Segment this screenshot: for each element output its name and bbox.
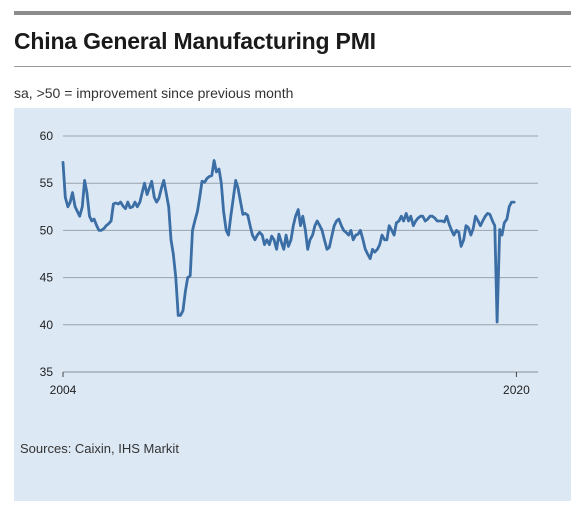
y-tick-label-50: 50 xyxy=(40,223,54,237)
pmi-line-chart: 35 40 45 50 55 60 2004 2020 xyxy=(40,129,538,397)
y-tick-labels: 35 40 45 50 55 60 xyxy=(40,129,54,379)
top-rule xyxy=(14,11,571,15)
y-tick-label-40: 40 xyxy=(40,318,54,332)
y-tick-label-60: 60 xyxy=(40,129,54,143)
source-note: Sources: Caixin, IHS Markit xyxy=(20,441,179,456)
title-rule xyxy=(14,66,571,67)
x-tick-label-0: 2004 xyxy=(50,383,77,397)
series-group xyxy=(61,159,516,324)
chart-subtitle: sa, >50 = improvement since previous mon… xyxy=(14,85,294,101)
y-tick-label-35: 35 xyxy=(40,365,54,379)
page-title: China General Manufacturing PMI xyxy=(14,28,376,54)
y-tick-label-55: 55 xyxy=(40,176,54,190)
x-ticks: 2004 2020 xyxy=(50,372,530,397)
chart-panel: 35 40 45 50 55 60 2004 2020 xyxy=(14,108,571,501)
series-line-0 xyxy=(61,159,516,324)
x-tick-label-1: 2020 xyxy=(503,383,530,397)
y-tick-label-45: 45 xyxy=(40,271,54,285)
gridlines xyxy=(63,135,538,373)
